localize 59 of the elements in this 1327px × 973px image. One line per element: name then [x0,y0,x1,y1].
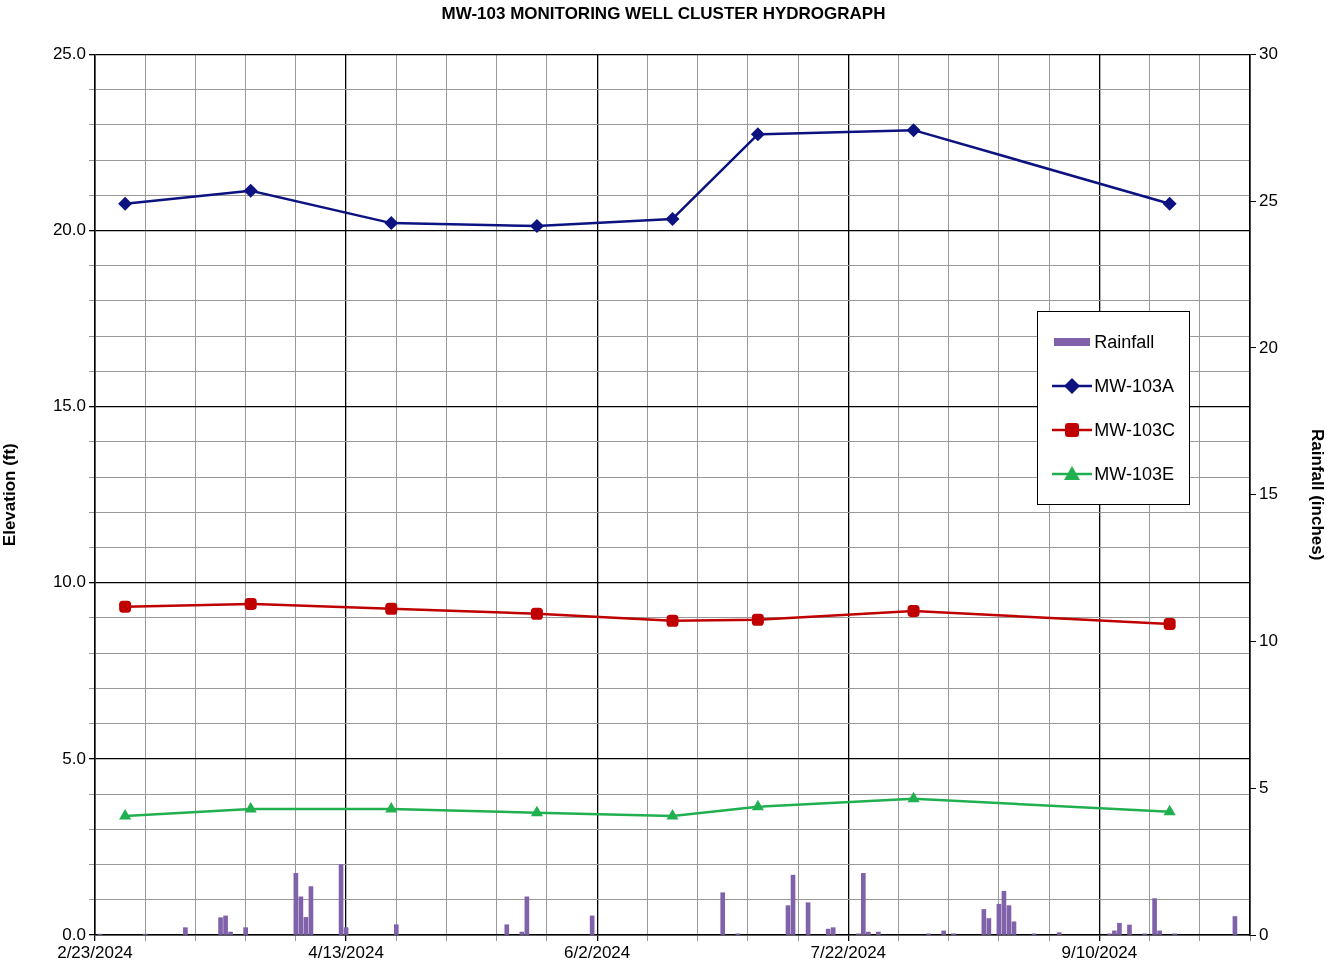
y2-axis-title: Rainfall (inches) [1308,429,1327,561]
chart-title: MW-103 MONITORING WELL CLUSTER HYDROGRAPH [441,3,886,23]
bar [720,892,726,935]
y-tick-label: 5.0 [62,748,86,768]
y2-tick-label: 10 [1259,631,1278,651]
point [751,613,764,626]
point [1162,196,1177,211]
y-tick-label: 10.0 [52,572,86,592]
point [1163,617,1176,630]
point [530,805,543,817]
point [666,614,679,627]
y2-tick-label: 15 [1259,484,1278,504]
x-tick-label: 6/2/2024 [564,942,631,962]
x-tick-label: 7/22/2024 [810,942,887,962]
point [751,799,764,811]
y-tick-label: 25.0 [52,44,86,64]
bar [393,924,399,935]
bar [1127,924,1132,935]
bar [876,931,881,935]
bar [243,927,248,935]
bar [941,930,946,935]
point [385,801,398,813]
bar [183,927,188,935]
point [244,801,257,813]
point [384,216,399,231]
x-tick-label: 9/10/2024 [1061,942,1138,962]
legend-label: MW-103A [1094,376,1175,396]
point [530,607,543,620]
point [119,808,132,820]
y-axis-title: Elevation (ft) [0,443,19,547]
y-tick-label: 20.0 [52,220,86,240]
y2-tick-label: 20 [1259,337,1278,357]
y2-tick-label: 5 [1259,777,1269,797]
y2-tick-label: 25 [1259,190,1278,210]
legend-label: Rainfall [1094,332,1155,352]
bar [1056,932,1062,935]
point [665,211,680,226]
y-tick-label: 15.0 [52,396,86,416]
y-tick-label: 0.0 [62,924,86,944]
point [243,183,258,198]
point [1163,804,1176,816]
legend-label: MW-103C [1094,420,1175,440]
bar [504,924,510,935]
point [907,791,920,803]
point [906,123,921,138]
point [529,218,544,233]
point [119,600,132,613]
point [907,604,920,617]
point [118,196,133,211]
point [244,597,257,610]
y2-tick-label: 0 [1259,924,1269,944]
point [750,127,765,142]
legend-label: MW-103E [1094,464,1175,484]
x-tick-label: 4/13/2024 [308,942,384,962]
bar [830,927,836,935]
point [385,602,398,615]
x-tick-label: 2/23/2024 [57,942,133,962]
point [666,808,679,820]
y2-tick-label: 30 [1259,44,1278,64]
